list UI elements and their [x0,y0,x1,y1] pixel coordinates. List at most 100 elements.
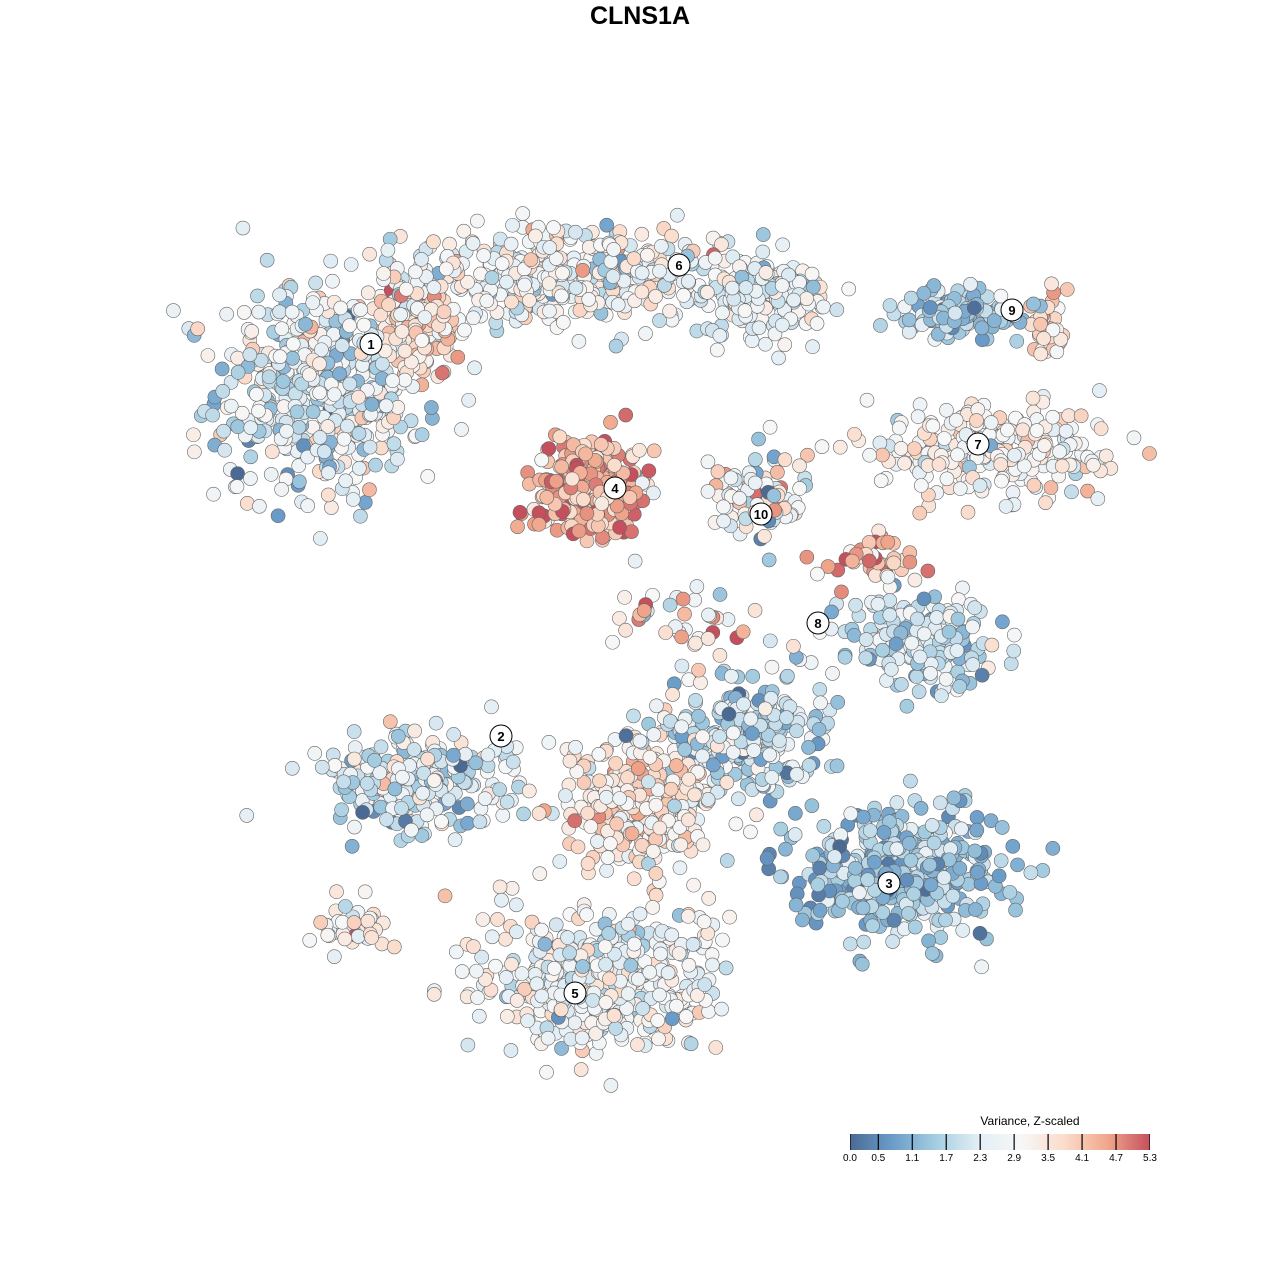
data-point-cluster-1 [312,385,327,401]
data-point-cluster-5 [514,966,530,981]
data-point-cluster-5 [494,892,509,908]
data-point-cluster-7 [1093,421,1109,436]
data-point-cluster-6 [542,303,557,319]
data-point-cluster-1 [332,366,347,381]
data-point-cluster-6 [654,238,669,254]
data-point-cluster-5 [653,946,668,962]
data-point-cluster-3 [1023,865,1039,880]
data-point-cluster-2 [387,781,403,797]
data-point-cluster-6 [442,236,457,252]
data-point-cluster-3 [843,936,858,952]
data-point-cluster-2/3 [576,775,592,790]
data-point-cluster-3 [968,902,983,917]
cluster-label-circle [749,502,773,526]
data-point-cluster-2 [426,773,442,788]
data-point-cluster-5 [475,912,491,927]
data-point-cluster-1 [404,354,419,370]
data-point-cluster-1 [336,431,352,447]
data-point-cluster-1 [223,398,239,414]
data-point-cluster-5 [454,964,470,979]
data-point-cluster-mixed [658,625,673,640]
data-point-cluster-3 [952,860,968,876]
data-point-cluster-7 [1038,495,1053,510]
data-point-cluster-1 [352,460,367,476]
data-point-cluster-8 [984,637,1000,653]
data-point-cluster-1 [435,365,450,381]
data-point-cluster-2 [499,794,515,810]
data-point-cluster-6 [626,251,642,266]
data-point-cluster-6 [606,242,621,257]
data-point-cluster-5 [678,1009,694,1024]
data-point-cluster-1 [397,343,413,359]
data-point-cluster-3 [632,733,648,749]
data-point-cluster-3 [736,696,751,712]
data-point-cluster-7 [1025,390,1041,406]
data-point-cluster-4 [539,490,555,505]
data-point-cluster-9 [1026,296,1041,312]
data-point-cluster-2/3 [669,758,684,773]
data-point-cluster-8 [799,549,815,565]
data-point-cluster-3 [764,770,780,785]
data-point-cluster-5 [524,914,540,930]
data-point-cluster-3 [795,912,810,928]
data-point-cluster-2 [394,800,409,816]
data-point-cluster-8 [967,600,982,616]
data-point-cluster-3 [618,728,634,744]
data-point-cluster-8 [875,642,890,658]
data-point-cluster-8 [965,619,980,635]
data-point-cluster-6 [676,288,691,303]
data-point-cluster-6 [380,242,396,258]
data-point-cluster-8 [952,679,967,694]
data-point-cluster-3 [994,820,1010,835]
data-point-cluster-mixed [691,662,706,678]
data-point-cluster-5 [630,1037,645,1052]
data-point-cluster-3 [903,853,919,868]
cluster-label-text: 4 [611,481,619,496]
data-point-cluster-2/3 [667,798,682,814]
legend-tick-label: 4.7 [1109,1153,1123,1164]
data-point-cluster-2 [460,796,475,812]
data-point-cluster-7 [1029,423,1045,438]
data-point-cluster-9 [873,318,888,333]
data-point-cluster-8 [834,584,849,600]
data-point-cluster-6 [555,315,571,330]
data-point-cluster-3 [955,923,971,938]
data-point-cluster-mixed [747,603,763,618]
cluster-label-text: 1 [367,337,374,352]
data-point-cluster-5 [470,990,485,1005]
data-point-cluster-2/3 [532,866,548,881]
data-point-cluster-5 [488,958,503,974]
data-point-cluster-6 [479,293,495,309]
data-point-cluster-6 [599,217,615,233]
data-point-cluster-6 [640,247,655,263]
data-point-cluster-1 [187,444,202,460]
legend-tick-label: 2.3 [973,1153,988,1164]
data-point-cluster-8 [995,614,1010,630]
data-point-cluster-1 [291,420,307,435]
data-point-cluster-2 [284,760,300,776]
data-point-cluster-9 [963,277,978,292]
data-point-cluster-5 [484,929,500,945]
data-point-cluster-3 [1045,841,1061,856]
data-point-cluster-4 [618,407,634,423]
data-point-cluster-1 [368,457,383,473]
data-point-cluster-2 [395,769,410,785]
data-point-cluster-mixed [627,553,643,569]
cluster-label-circle [603,476,627,500]
data-point-cluster-7 [1000,422,1015,438]
data-point-cluster-8 [904,635,920,651]
legend-title: Variance, Z-scaled [980,1114,1080,1128]
data-point-cluster-2 [447,832,463,848]
data-point-cluster-3 [932,795,948,811]
data-point-cluster-5 [620,916,636,932]
data-point-cluster-2/3 [609,816,625,832]
data-point-cluster-10 [762,419,778,435]
data-point-cluster-2 [346,724,362,739]
data-point-cluster-7 [1142,446,1157,461]
data-point-cluster-2/3 [652,820,668,836]
data-point-cluster-1 [166,303,181,318]
data-point-cluster-6 [548,251,564,266]
data-point-cluster-3 [674,658,690,674]
data-point-cluster-2/3 [580,856,596,871]
cluster-label-text: 2 [497,729,504,744]
